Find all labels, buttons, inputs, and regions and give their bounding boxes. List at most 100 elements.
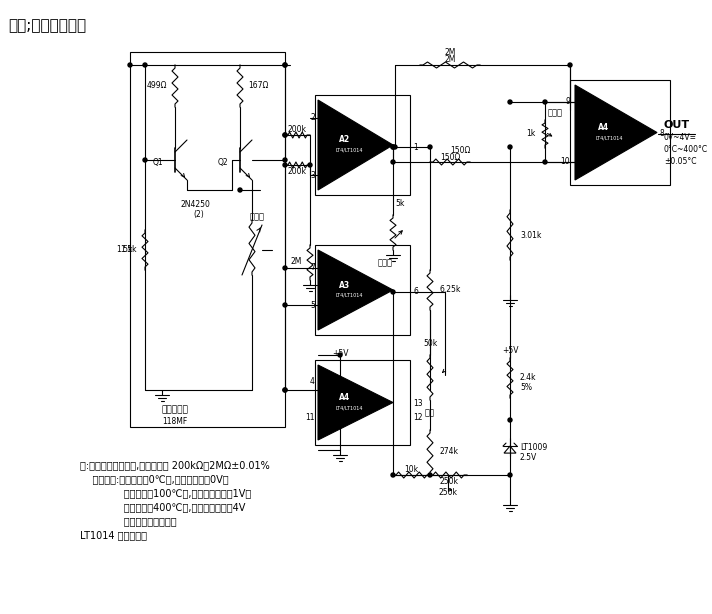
Circle shape <box>543 100 547 104</box>
Text: 200k: 200k <box>288 168 307 176</box>
Text: 注:电阻为金属膜电阻,选匹配比为 200kΩ～2MΩ±0.01%: 注:电阻为金属膜电阻,选匹配比为 200kΩ～2MΩ±0.01% <box>80 460 270 470</box>
Text: 3.01k: 3.01k <box>520 230 541 239</box>
Text: 2M: 2M <box>290 257 302 266</box>
Circle shape <box>428 145 432 149</box>
Circle shape <box>238 188 242 192</box>
Text: 调线性: 调线性 <box>377 258 392 267</box>
Text: LT1014 为四运放。: LT1014 为四运放。 <box>80 530 147 540</box>
Text: 调零: 调零 <box>425 408 435 417</box>
Text: 5k: 5k <box>395 199 404 208</box>
Circle shape <box>283 133 287 137</box>
Text: 150Ω: 150Ω <box>450 146 470 155</box>
Text: 2: 2 <box>310 114 315 123</box>
Text: A4: A4 <box>598 123 609 132</box>
Polygon shape <box>504 446 516 453</box>
Text: 250k: 250k <box>439 478 458 486</box>
Text: 6.25k: 6.25k <box>440 286 461 295</box>
Circle shape <box>508 418 512 422</box>
Text: LT4/LT1014: LT4/LT1014 <box>336 405 363 410</box>
Text: 150Ω: 150Ω <box>440 152 460 161</box>
Circle shape <box>508 145 512 149</box>
Text: 200k: 200k <box>288 125 307 134</box>
Circle shape <box>391 145 395 149</box>
Circle shape <box>283 163 287 167</box>
Polygon shape <box>318 250 393 330</box>
Text: 118MF: 118MF <box>162 417 188 426</box>
Circle shape <box>308 163 312 167</box>
Circle shape <box>508 473 512 477</box>
Circle shape <box>428 473 432 477</box>
Circle shape <box>143 63 147 67</box>
Text: 0V~4V=: 0V~4V= <box>664 133 697 142</box>
Text: OUT: OUT <box>664 120 690 130</box>
Text: 499Ω: 499Ω <box>147 82 167 90</box>
Text: 274k: 274k <box>440 448 459 456</box>
Text: Q2: Q2 <box>217 158 228 166</box>
Text: 6: 6 <box>413 287 418 297</box>
Text: 调传感器为100℃值,调增益使输出为1V。: 调传感器为100℃值,调增益使输出为1V。 <box>80 488 251 498</box>
Circle shape <box>283 266 287 270</box>
Text: 250k: 250k <box>439 488 458 497</box>
Text: 用途;用于温度测量: 用途;用于温度测量 <box>8 18 86 33</box>
Text: 传感器: 传感器 <box>249 212 264 221</box>
Polygon shape <box>318 365 393 440</box>
Text: 3: 3 <box>310 171 315 179</box>
Text: 1.5k: 1.5k <box>120 246 137 254</box>
Text: 接线盒安装: 接线盒安装 <box>162 405 189 414</box>
Text: 5%: 5% <box>520 384 532 392</box>
Bar <box>570 80 670 185</box>
Circle shape <box>543 160 547 164</box>
Text: 0°C~400°C: 0°C~400°C <box>664 146 708 155</box>
Bar <box>130 52 285 427</box>
Text: 167Ω: 167Ω <box>248 82 268 90</box>
Text: 5: 5 <box>310 300 315 309</box>
Text: 8: 8 <box>660 130 665 139</box>
Text: 1k: 1k <box>525 130 535 139</box>
Polygon shape <box>575 85 657 180</box>
Circle shape <box>391 290 395 294</box>
Circle shape <box>283 388 287 392</box>
Text: 50k: 50k <box>423 339 437 348</box>
Circle shape <box>391 160 395 164</box>
Circle shape <box>508 100 512 104</box>
Text: +5V: +5V <box>502 346 518 355</box>
Text: 13: 13 <box>413 400 423 408</box>
Circle shape <box>568 63 572 67</box>
Circle shape <box>283 63 287 67</box>
Text: 4: 4 <box>310 378 315 386</box>
Text: LT4/LT1014: LT4/LT1014 <box>596 135 623 140</box>
Text: 调节步骤:调传感器为0℃值,调零使输出为0V。: 调节步骤:调传感器为0℃值,调零使输出为0V。 <box>80 474 229 484</box>
Text: (2): (2) <box>194 210 204 219</box>
Text: 10: 10 <box>560 158 570 166</box>
Text: LT4/LT1014: LT4/LT1014 <box>336 147 363 152</box>
Text: 按要求再重复调节。: 按要求再重复调节。 <box>80 516 177 526</box>
Circle shape <box>143 158 147 162</box>
Text: 2M: 2M <box>444 55 456 64</box>
Circle shape <box>283 133 287 137</box>
Text: 2.5V: 2.5V <box>520 454 538 462</box>
Text: 2.4k: 2.4k <box>520 373 537 383</box>
Bar <box>315 95 410 195</box>
Text: A2: A2 <box>339 136 350 144</box>
Circle shape <box>283 388 287 392</box>
Text: 12: 12 <box>413 413 422 422</box>
Circle shape <box>128 63 132 67</box>
Text: LT4/LT1014: LT4/LT1014 <box>336 292 363 298</box>
Text: 11: 11 <box>305 413 315 422</box>
Text: 1.5k: 1.5k <box>117 246 133 254</box>
Polygon shape <box>318 100 393 190</box>
Text: ±0.05°C: ±0.05°C <box>664 158 696 166</box>
Circle shape <box>283 63 287 67</box>
Text: 调传感器为400℃值,调线性使输出为4V: 调传感器为400℃值,调线性使输出为4V <box>80 502 246 512</box>
Circle shape <box>283 158 287 162</box>
Bar <box>315 360 410 445</box>
Bar <box>315 245 410 335</box>
Circle shape <box>391 145 395 149</box>
Text: 2M: 2M <box>444 48 456 57</box>
Text: A4: A4 <box>339 393 350 402</box>
Text: 7: 7 <box>310 263 315 273</box>
Text: Q1: Q1 <box>152 158 163 166</box>
Text: 10k: 10k <box>404 465 419 475</box>
Circle shape <box>391 473 395 477</box>
Text: 9: 9 <box>565 98 570 106</box>
